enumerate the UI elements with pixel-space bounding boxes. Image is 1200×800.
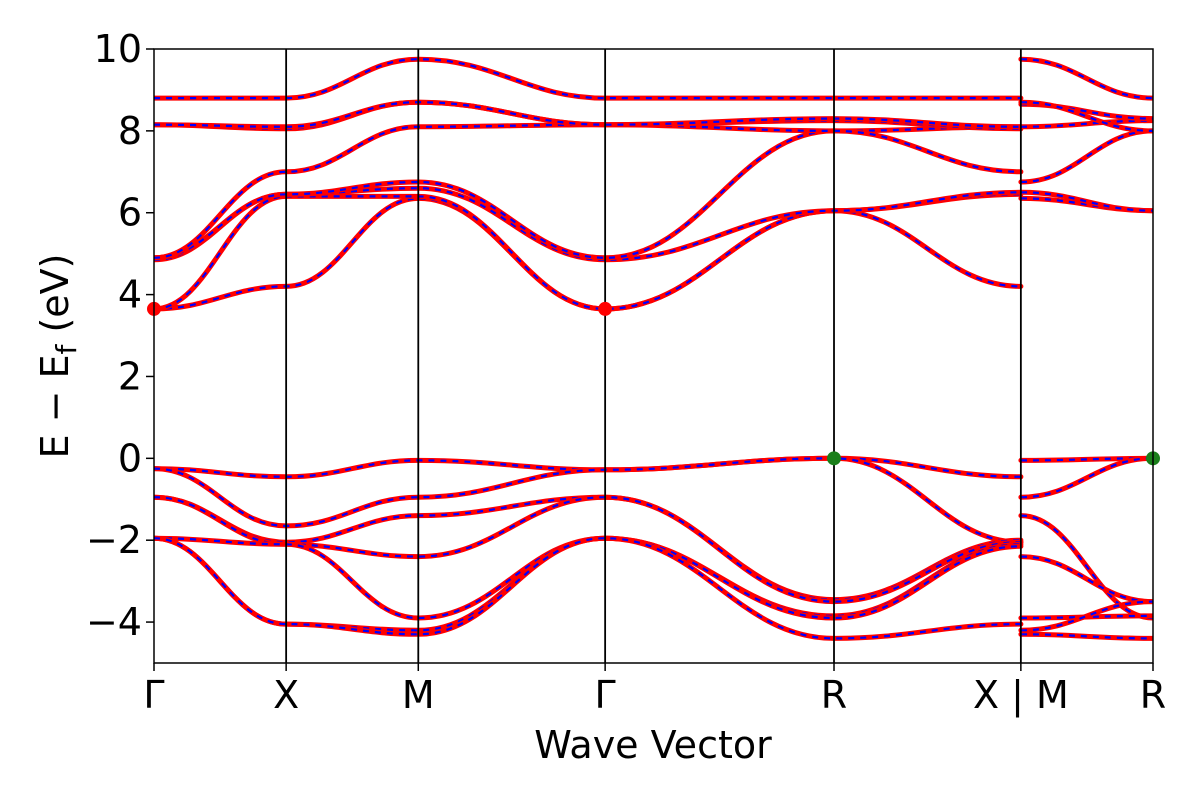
y-axis-title-main: E − E [33,354,77,458]
band-7-line-b [154,197,1021,311]
band-8-line-b [154,193,1021,311]
band-right-5-line-b [1020,600,1153,632]
band-5-line-a [154,535,1024,633]
band-2-line-b [154,496,1021,601]
x-tick-label-0: Γ [143,673,164,717]
x-tick-label-2: M [402,673,435,717]
y-tick-label-7: 10 [94,27,142,71]
band-right-9-line-b [1020,129,1153,184]
band-13-line-b [154,101,1021,128]
band-right-7-line-b [1020,197,1153,212]
band-5-line-b [154,537,1021,632]
band-right-0-line-b [1020,457,1153,462]
band-right-12-line-b [1020,101,1153,132]
high-symmetry-lines [285,49,1022,663]
band-right-13-line-a [1018,56,1153,101]
band-1-line-b [154,457,1021,544]
band-right-4-line-b [1020,614,1153,620]
band-14-line-a [154,56,1024,101]
band-8-line-a [154,191,1024,312]
band-right-10-line-b [1020,119,1153,128]
plot-frame [153,48,1154,664]
bands-layer [154,56,1153,641]
band-right-6-line-b [1020,633,1153,640]
extremum-marker-2 [827,451,842,466]
band-2-line-a [154,494,1024,603]
x-axis-title: Wave Vector [534,723,772,767]
y-tick-label-5: 6 [118,191,142,235]
band-right-2-line-b [1020,514,1153,620]
x-tick-label-3: Γ [595,673,616,717]
x-tick-label-1: X [273,673,299,717]
band-3-line-b [154,496,1021,603]
y-axis-title: E − Ef (eV) [33,254,83,459]
y-tick-label-0: −4 [86,600,142,644]
x-tick-label-4: R [821,673,847,717]
band-6-line-b [154,537,1021,640]
band-7-line-a [154,195,1024,312]
band-11-line-b [154,123,1021,259]
y-axis-title-unit: (eV) [33,254,77,345]
y-tick-label-1: −2 [86,518,142,562]
y-tick-label-2: 0 [118,436,142,480]
band-10-line-a [154,124,1024,261]
y-axis-ticks: −4 −2 0 2 4 6 8 10 [86,27,154,644]
band-right-8-line-b [1020,191,1153,212]
band-right-1-line-a [1018,455,1153,500]
y-tick-label-4: 4 [118,273,142,317]
band-right-3-line-b [1020,555,1153,603]
extremum-marker-1 [598,301,613,316]
x-tick-label-6: R [1140,673,1166,717]
x-axis-ticks: Γ X M Γ R X | M R [143,663,1166,718]
band-right-13-line-b [1020,58,1153,100]
band-14-line-b [154,58,1021,100]
y-axis-title-subscript: f [50,343,83,354]
band-11-line-a [154,122,1024,261]
y-tick-label-6: 8 [118,109,142,153]
y-tick-label-3: 2 [118,354,142,398]
x-tick-label-5: X | M [973,673,1069,718]
extrema-markers [147,301,1160,466]
band-right-1-line-b [1020,457,1153,499]
